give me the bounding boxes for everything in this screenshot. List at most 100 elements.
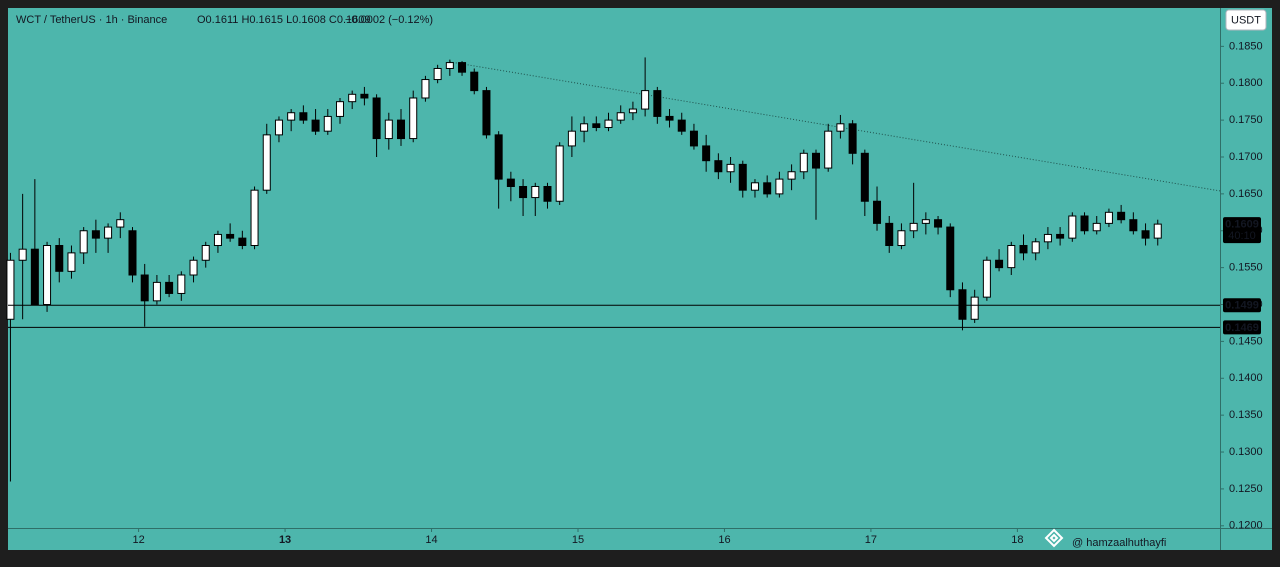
candle-body [946,226,955,291]
candle-body [531,185,540,199]
price-label: 0.1469 [1225,322,1259,334]
candle-body [787,171,796,180]
candle-body [1007,245,1016,269]
candle-body [482,90,491,136]
candle-body [165,281,174,294]
candle-body [128,230,137,276]
trendline [449,61,1221,192]
y-tick-label: 0.1350 [1229,409,1263,421]
candle-body [299,112,308,121]
countdown-label: 40:10 [1228,230,1256,242]
candle-body [1080,215,1089,232]
y-tick-label: 0.1250 [1229,483,1263,495]
candle-body [201,245,210,261]
y-tick-label: 0.1200 [1229,520,1263,532]
candle-body [555,145,564,202]
candle-body [616,112,625,121]
candle-body [1092,222,1101,232]
x-tick-label: 16 [718,534,730,546]
candle-body [873,200,882,224]
candle-body [860,152,869,202]
x-tick-label: 18 [1011,534,1023,546]
candle-body [812,152,820,169]
candle-body [909,222,918,232]
candle-body [848,123,857,154]
candle-body [1019,245,1028,254]
candle-body [18,248,27,261]
candle-body [30,248,39,306]
symbol-legend: WCT / TetherUS · 1h · Binance [16,14,167,26]
candle-body [726,163,735,173]
currency-label[interactable]: USDT [1231,14,1261,26]
candle-body [116,219,125,228]
candle-body [458,62,467,73]
candle-body [934,219,943,228]
candle-body [409,97,418,140]
candle-body [335,101,344,117]
y-tick-label: 0.1800 [1229,77,1263,89]
candle-body [323,115,332,132]
candle-body [470,71,479,92]
candle-body [348,93,357,103]
price-label: 0.1499 [1225,300,1259,312]
last-price-box [1223,217,1261,244]
candle-body [738,163,747,191]
ohlc-legend: O0.1611 H0.1615 L0.1608 C0.1609 [197,14,371,26]
candle-body [995,259,1004,269]
candle-body [213,233,222,247]
y-tick-label: 0.1400 [1229,372,1263,384]
candle-body [1043,233,1052,243]
candle-body [628,108,637,114]
candle-body [836,123,845,132]
candle-body [1129,219,1138,232]
candle-body [67,252,76,272]
y-tick-label: 0.1700 [1229,151,1263,163]
candle-body [1031,241,1040,254]
candle-body [494,134,503,180]
candle-body [677,119,686,132]
candle-body [262,134,271,191]
candle-body [1153,223,1162,239]
candle-body [91,230,100,239]
candle-body [421,79,430,99]
candle-body [1104,211,1113,224]
y-tick-label: 0.1750 [1229,114,1263,126]
candle-body [885,222,894,247]
candle-body [641,90,650,110]
candle-body [604,119,613,128]
candle-body [506,178,515,187]
last-price-label: 0.1609 [1225,219,1259,231]
candle-body [360,93,369,99]
candle-body [445,62,454,69]
watermark: @ hamzaalhuthayfi [1072,537,1166,549]
price-label-box [1223,298,1261,313]
candle-body [958,289,967,320]
x-tick-label: 14 [425,534,437,546]
candle-body [519,185,528,199]
candle-body [250,189,259,247]
candle-body [714,160,723,173]
candle-body [763,182,772,195]
candle-body [140,274,149,302]
candle-body [799,152,808,173]
candle-body [543,185,552,202]
x-tick-label: 13 [279,534,291,546]
candle-body [970,296,979,320]
candle-body [274,119,283,136]
candle-body [653,90,662,117]
candle-body [226,233,235,239]
candle-body [567,130,576,147]
currency-button[interactable] [1225,9,1267,31]
candle-body [1141,230,1150,239]
candle-body [750,182,759,191]
candle-body [897,230,906,247]
candle-body [55,245,64,272]
candle-body [104,226,113,239]
candle-body [311,119,320,132]
candle-body [982,259,991,298]
y-tick-label: 0.1650 [1229,188,1263,200]
candle-body [372,97,381,140]
change-legend: −0.0002 (−0.12%) [345,14,433,26]
